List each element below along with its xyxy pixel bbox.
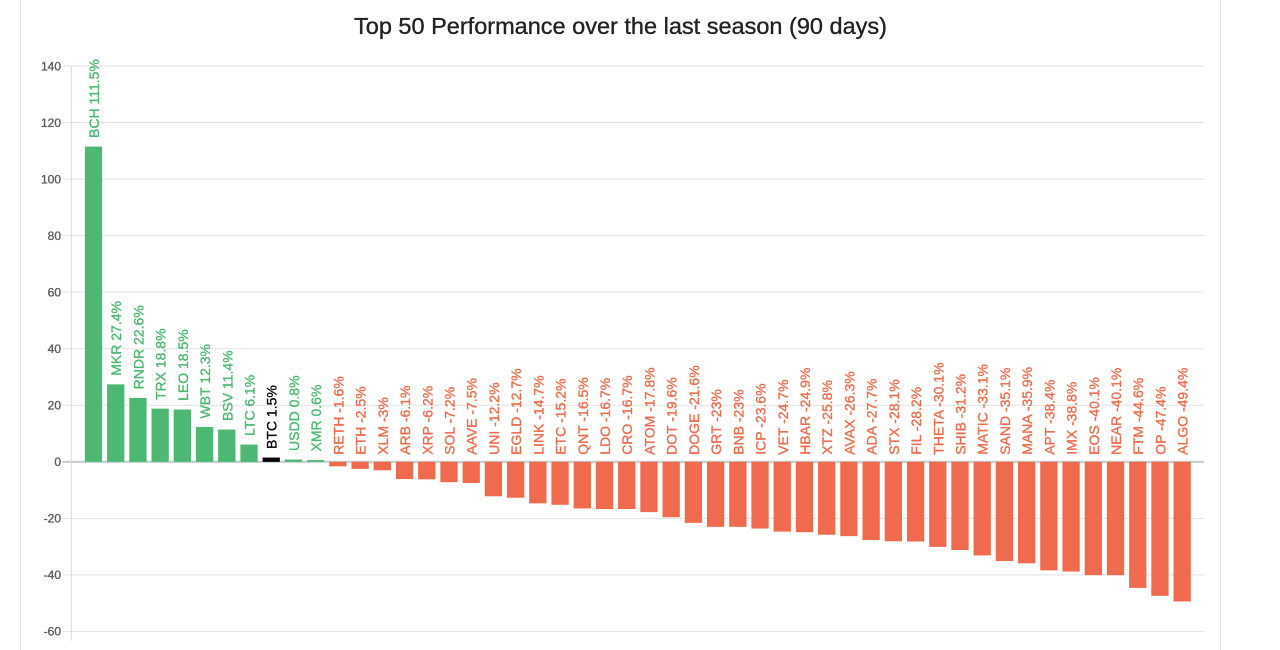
svg-text:SOL -7.2%: SOL -7.2% (441, 387, 457, 455)
svg-text:80: 80 (48, 229, 62, 243)
svg-text:XTZ -25.8%: XTZ -25.8% (819, 380, 835, 455)
svg-text:RNDR 22.6%: RNDR 22.6% (130, 305, 146, 389)
svg-text:HBAR -24.9%: HBAR -24.9% (797, 368, 813, 455)
svg-text:60: 60 (48, 285, 62, 299)
svg-text:ATOM -17.8%: ATOM -17.8% (641, 367, 657, 454)
svg-text:SHIB -31.2%: SHIB -31.2% (953, 374, 969, 455)
svg-text:ARB -6.1%: ARB -6.1% (397, 386, 413, 455)
svg-text:BTC 1.5%: BTC 1.5% (264, 385, 280, 449)
svg-text:XLM -3%: XLM -3% (375, 397, 391, 455)
svg-text:EGLD -12.7%: EGLD -12.7% (508, 368, 524, 454)
svg-text:ALGO -49.4%: ALGO -49.4% (1175, 368, 1191, 455)
svg-text:ICP -23.6%: ICP -23.6% (753, 383, 769, 454)
svg-text:THETA -30.1%: THETA -30.1% (930, 362, 946, 454)
svg-text:Top 50 Performance over the la: Top 50 Performance over the last season … (354, 13, 887, 39)
svg-text:20: 20 (48, 399, 62, 413)
svg-text:XRP -6.2%: XRP -6.2% (419, 386, 435, 455)
svg-text:XMR 0.6%: XMR 0.6% (308, 385, 324, 452)
svg-text:SAND -35.1%: SAND -35.1% (997, 368, 1013, 455)
svg-text:OP -47.4%: OP -47.4% (1152, 387, 1168, 455)
svg-text:-60: -60 (44, 625, 62, 639)
svg-text:-20: -20 (44, 512, 62, 526)
svg-text:DOT -19.6%: DOT -19.6% (664, 377, 680, 455)
svg-text:NEAR -40.1%: NEAR -40.1% (1108, 368, 1124, 455)
svg-text:140: 140 (41, 59, 61, 73)
svg-text:BCH 111.5%: BCH 111.5% (86, 59, 102, 138)
svg-text:ETH -2.5%: ETH -2.5% (353, 386, 369, 454)
svg-text:FIL -28.2%: FIL -28.2% (908, 387, 924, 455)
svg-text:STX -28.1%: STX -28.1% (886, 379, 902, 454)
svg-text:TRX 18.8%: TRX 18.8% (153, 328, 169, 400)
svg-text:AVAX -26.3%: AVAX -26.3% (841, 371, 857, 455)
svg-text:LEO 18.5%: LEO 18.5% (175, 329, 191, 401)
svg-text:MKR 27.4%: MKR 27.4% (108, 301, 124, 376)
svg-text:DOGE -21.6%: DOGE -21.6% (686, 365, 702, 454)
svg-text:ADA -27.7%: ADA -27.7% (864, 379, 880, 455)
svg-text:LINK -14.7%: LINK -14.7% (530, 375, 546, 454)
svg-text:GRT -23%: GRT -23% (708, 389, 724, 455)
svg-text:IMX -38.8%: IMX -38.8% (1064, 382, 1080, 455)
svg-text:AAVE -7.5%: AAVE -7.5% (464, 378, 480, 455)
svg-text:MANA -35.9%: MANA -35.9% (1019, 367, 1035, 455)
svg-text:USDD 0.8%: USDD 0.8% (286, 375, 302, 450)
svg-text:100: 100 (41, 172, 61, 186)
svg-text:VET -24.7%: VET -24.7% (775, 380, 791, 455)
svg-text:40: 40 (48, 342, 62, 356)
svg-text:WBT 12.3%: WBT 12.3% (197, 344, 213, 418)
svg-text:QNT -16.5%: QNT -16.5% (575, 377, 591, 455)
svg-text:APT -38.4%: APT -38.4% (1041, 380, 1057, 455)
svg-text:LTC 6.1%: LTC 6.1% (242, 375, 258, 436)
svg-text:FTM -44.6%: FTM -44.6% (1130, 378, 1146, 455)
svg-text:LDO -16.7%: LDO -16.7% (597, 378, 613, 455)
svg-text:RETH -1.6%: RETH -1.6% (330, 376, 346, 455)
svg-text:BSV 11.4%: BSV 11.4% (219, 350, 235, 421)
svg-text:MATIC -33.1%: MATIC -33.1% (975, 364, 991, 455)
svg-text:EOS -40.1%: EOS -40.1% (1086, 377, 1102, 455)
svg-text:-40: -40 (44, 568, 62, 582)
svg-text:BNB -23%: BNB -23% (730, 389, 746, 454)
svg-text:ETC -15.2%: ETC -15.2% (553, 379, 569, 455)
svg-text:0: 0 (54, 455, 61, 469)
svg-text:120: 120 (41, 116, 61, 130)
svg-text:CRO -16.7%: CRO -16.7% (619, 375, 635, 454)
svg-text:UNI -12.2%: UNI -12.2% (486, 382, 502, 454)
